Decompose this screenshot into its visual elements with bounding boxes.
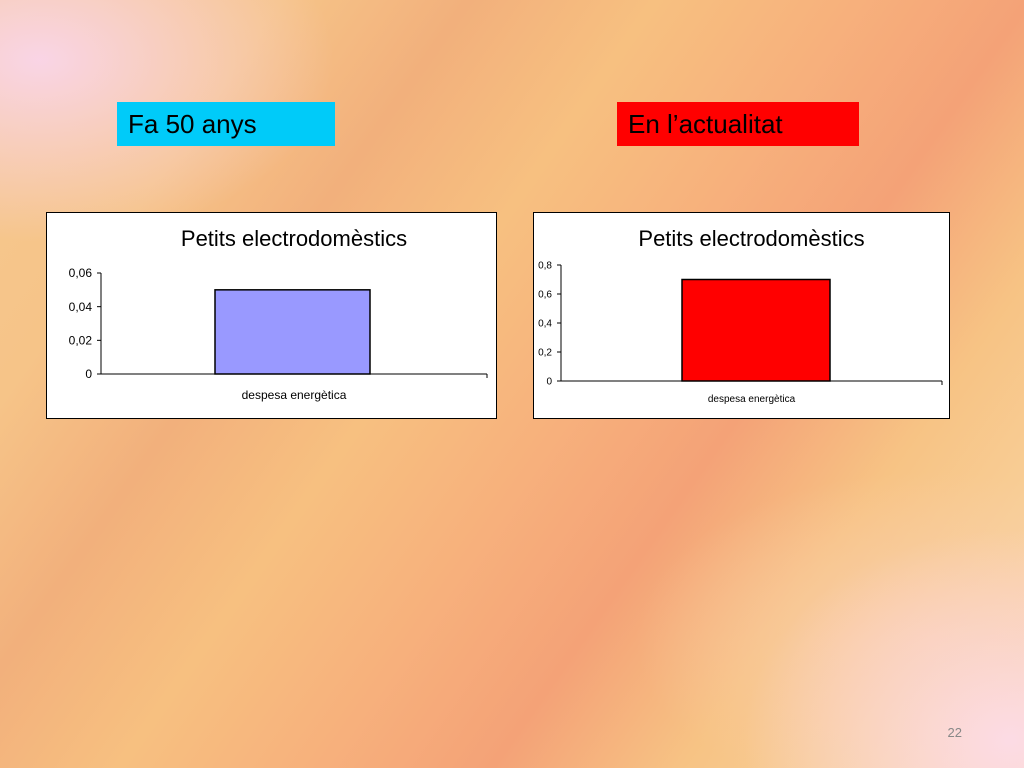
chart-left: Petits electrodomèstics 0 0,02 0,04 0,06 desp… [46,212,497,419]
chart-right-svg: Petits electrodomèstics 0 0,2 0,4 0,6 0,8 desp… [538,226,943,405]
label-en-lactualitat: En l’actualitat [617,102,859,146]
chart-title: Petits electrodomèstics [181,226,407,251]
bar [681,278,831,382]
y-tick-label: 0,6 [538,290,552,301]
y-tick-label: 0,4 [538,319,552,330]
y-tick-label: 0,06 [69,266,93,280]
y-tick-label: 0,8 [538,261,552,272]
y-tick-label: 0,2 [538,348,552,359]
chart-right: Petits electrodomèstics 0 0,2 0,4 0,6 0,8 desp… [533,212,950,419]
chart-title: Petits electrodomèstics [638,226,864,251]
y-tick-label: 0,04 [69,300,93,314]
chart-left-svg: Petits electrodomèstics 0 0,02 0,04 0,06 desp… [69,226,488,402]
x-category-label: despesa energètica [708,394,796,405]
slide-number: 22 [947,725,962,740]
y-tick-label: 0,02 [69,334,93,348]
y-tick-label: 0 [546,377,552,388]
label-fa-50-anys: Fa 50 anys [117,102,335,146]
bar [214,289,371,375]
y-tick-label: 0 [85,367,92,381]
x-category-label: despesa energètica [242,388,347,402]
